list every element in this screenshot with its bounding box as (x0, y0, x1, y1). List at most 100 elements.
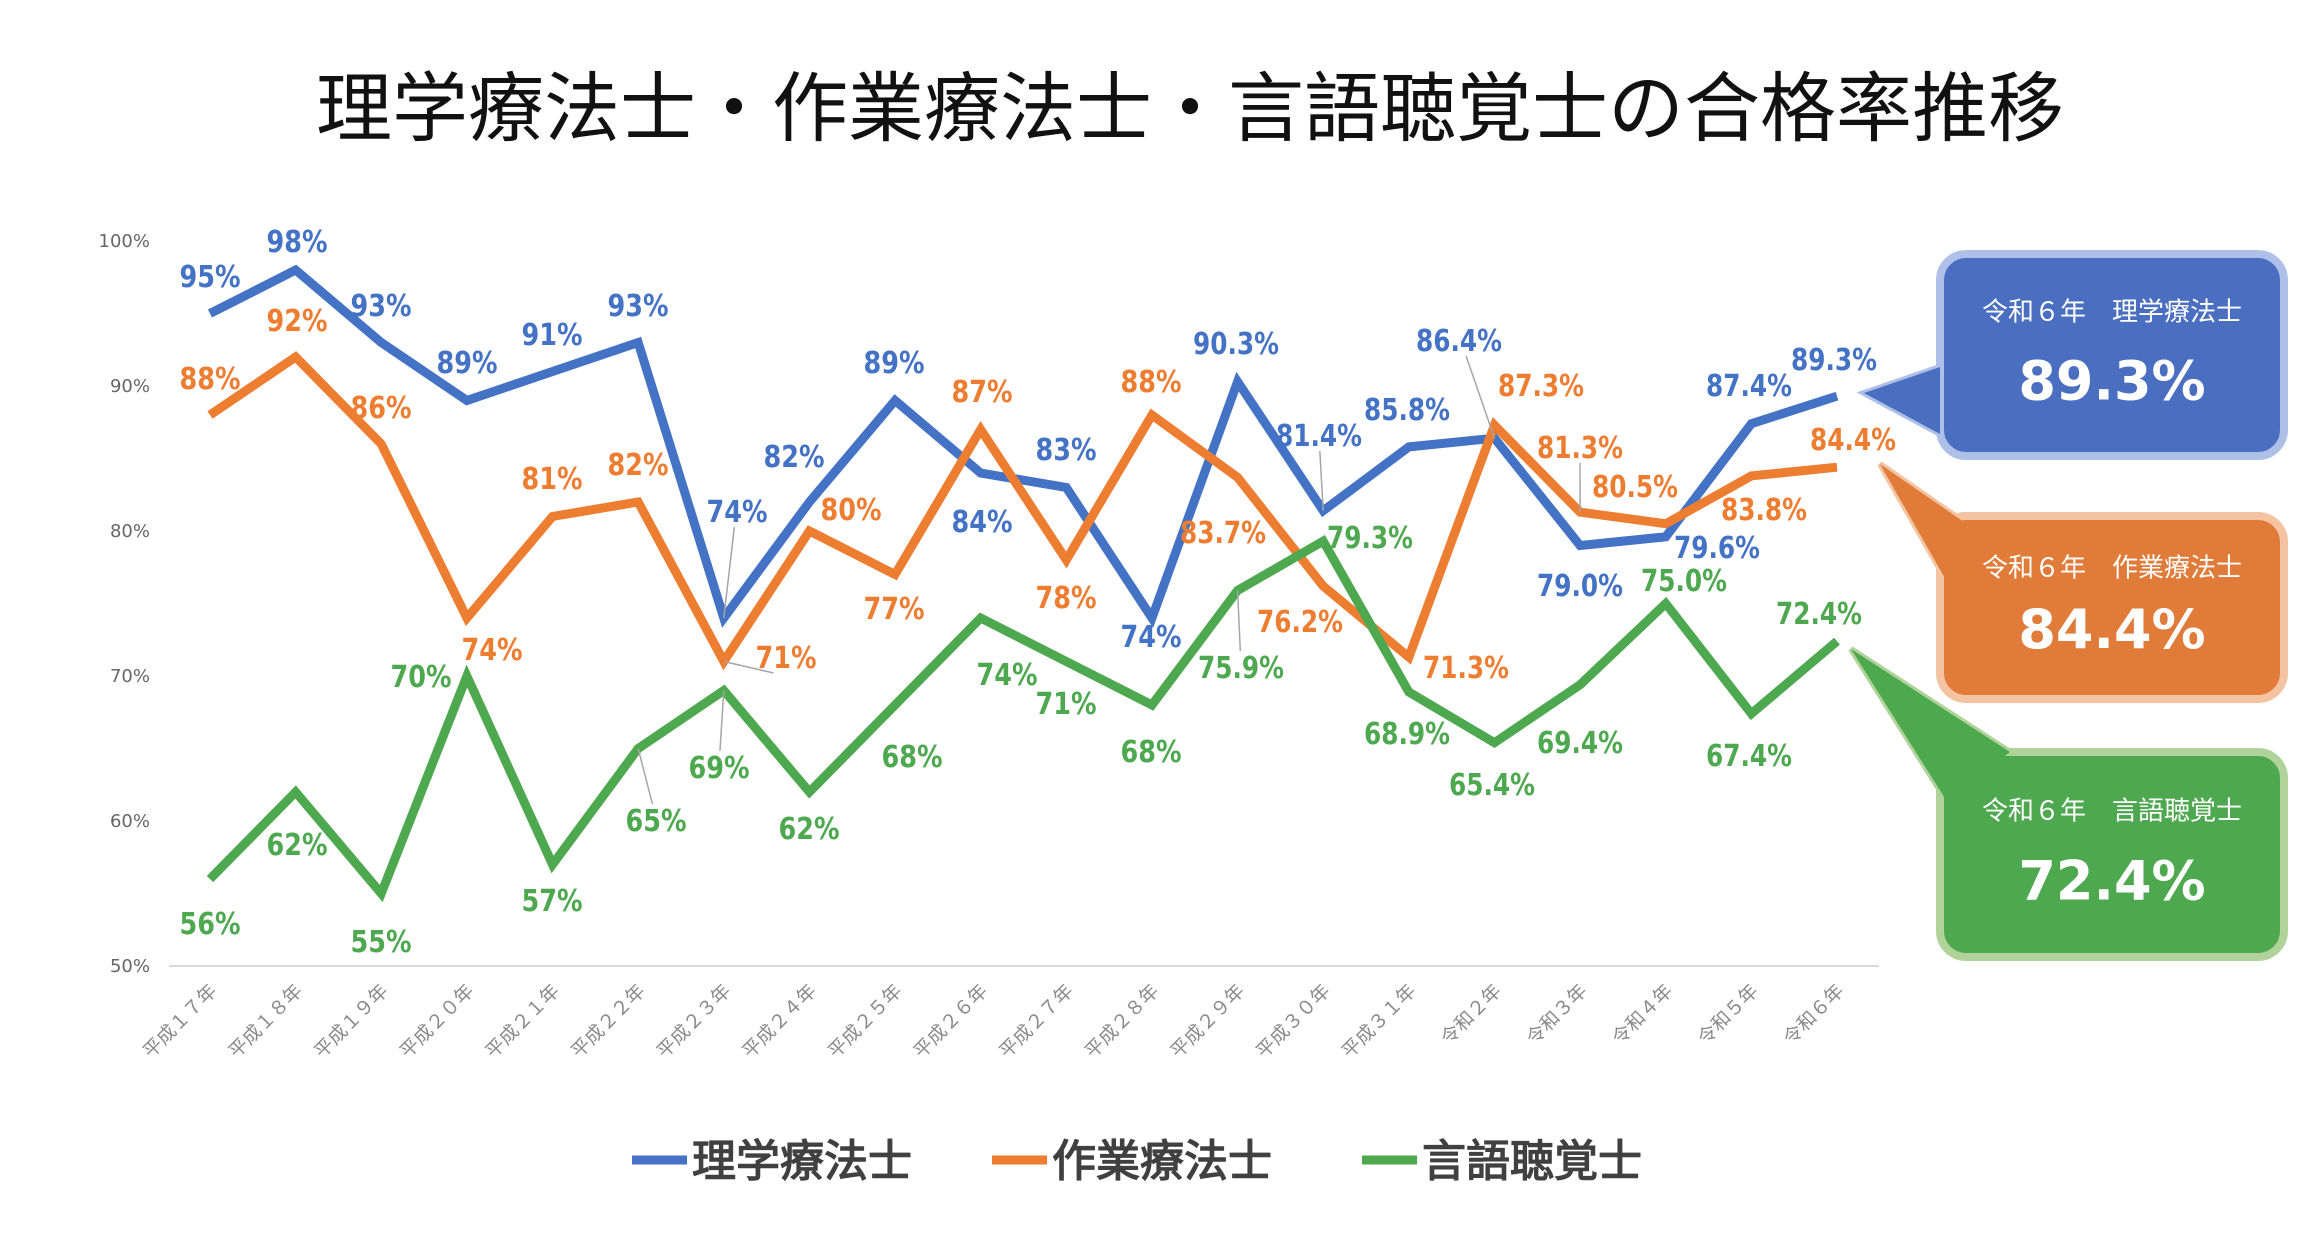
data-label: 89% (437, 346, 498, 381)
data-label: 68% (1121, 735, 1182, 770)
data-label: 79.6% (1674, 531, 1760, 566)
callout-1: 令和６年 作業療法士 84.4% (1877, 461, 2288, 703)
data-label: 89% (864, 346, 925, 381)
data-label: 84% (952, 505, 1013, 540)
data-label: 74% (707, 495, 768, 530)
leader-line (719, 690, 725, 752)
y-tick-label: 100% (99, 231, 150, 252)
callout-value: 84.4% (2018, 598, 2205, 661)
x-tick-label: 平成２８年 (1081, 980, 1164, 1063)
legend-label: 作業療法士 (1052, 1136, 1272, 1187)
data-label: 69.4% (1537, 726, 1623, 761)
x-tick-label: 平成１９年 (310, 980, 393, 1063)
data-label: 77% (864, 592, 925, 627)
x-tick-label: 令和５年 (1694, 980, 1763, 1049)
data-label: 82% (764, 440, 825, 475)
x-tick-label: 平成１８年 (224, 980, 307, 1063)
data-label: 55% (351, 925, 412, 960)
x-tick-label: 令和２年 (1437, 980, 1506, 1049)
legend-label: 理学療法士 (692, 1136, 912, 1187)
callout-heading: 令和６年 作業療法士 (1982, 553, 2242, 583)
x-tick-label: 平成２５年 (824, 980, 907, 1063)
callout-box (1936, 512, 2288, 703)
data-label: 80.5% (1592, 470, 1678, 505)
data-label: 83.7% (1180, 516, 1266, 551)
x-tick-label: 平成３０年 (1252, 980, 1335, 1063)
callout-0: 令和６年 理学療法士 89.3% (1856, 250, 2288, 460)
callout-heading: 令和６年 理学療法士 (1982, 298, 2242, 328)
data-labels: 95% 98% 93% 89% 91% 93% 74% 82% 89% 84% 83% 74% 90.3… (180, 225, 1897, 960)
data-label: 82% (608, 448, 669, 483)
chart-title: 理学療法士・作業療法士・言語聴覚士の合格率推移 (316, 64, 2064, 153)
data-label: 67.4% (1706, 739, 1792, 774)
x-tick-label: 平成２１年 (481, 980, 564, 1063)
data-label: 81.4% (1276, 419, 1362, 454)
leader-line (1465, 355, 1496, 439)
x-tick-label: 平成２４年 (738, 980, 821, 1063)
data-label: 90.3% (1193, 327, 1279, 362)
y-tick-label: 50% (110, 956, 150, 977)
callouts: 令和６年 理学療法士 89.3% 令和６年 作業療法士 84.4%令和６年 言語聴覚士… (1848, 250, 2288, 961)
leader-line (1236, 590, 1242, 652)
data-label: 86% (351, 391, 412, 426)
y-tick-label: 80% (110, 521, 150, 542)
leader-line (1319, 450, 1324, 511)
data-label: 65.4% (1449, 768, 1535, 803)
data-label: 68.9% (1364, 717, 1450, 752)
data-label: 65% (626, 804, 687, 839)
data-label: 81.3% (1537, 431, 1623, 466)
x-tick-label: 平成３１年 (1338, 980, 1421, 1063)
data-label: 85.8% (1364, 393, 1450, 428)
series-line-2 (206, 534, 1840, 903)
data-label: 57% (522, 884, 583, 919)
y-tick-label: 60% (110, 811, 150, 832)
data-label: 87% (952, 375, 1013, 410)
x-tick-label: 平成２７年 (995, 980, 1078, 1063)
data-label: 91% (522, 318, 583, 353)
leader-line (723, 526, 736, 619)
callout-pointer-fill (1851, 649, 2010, 800)
data-label: 69% (689, 751, 750, 786)
data-label: 80% (821, 493, 882, 528)
data-label: 74% (462, 633, 523, 668)
data-label: 75.0% (1641, 564, 1727, 599)
data-label: 71% (1036, 687, 1097, 722)
data-label: 95% (180, 260, 241, 295)
data-label: 93% (351, 289, 412, 324)
data-label: 78% (1036, 581, 1097, 616)
y-axis-ticks: 50% 60% 70% 80% 90% 100% (99, 231, 150, 977)
data-label: 87.4% (1706, 369, 1792, 404)
data-label: 70% (391, 660, 452, 695)
x-tick-label: 平成２２年 (567, 980, 650, 1063)
data-label: 89.3% (1791, 343, 1877, 378)
data-label: 74% (1121, 620, 1182, 655)
data-label: 84.4% (1810, 423, 1896, 458)
legend-label: 言語聴覚士 (1422, 1136, 1642, 1187)
callout-box (1936, 250, 2288, 460)
leader-line (723, 660, 774, 674)
data-label: 68% (882, 740, 943, 775)
data-label: 62% (779, 812, 840, 847)
callout-value: 89.3% (2018, 349, 2205, 412)
data-label: 76.2% (1257, 605, 1343, 640)
x-axis-ticks: 平成１７年 平成１８年 平成１９年 平成２０年 平成２１年 平成２２年 平成２３年 平成２４年… (139, 980, 1849, 1063)
data-label: 87.3% (1498, 369, 1584, 404)
data-label: 83.8% (1721, 493, 1807, 528)
x-tick-label: 令和３年 (1522, 980, 1591, 1049)
legend: 理学療法士 作業療法士 言語聴覚士 (632, 1136, 1642, 1187)
data-label: 75.9% (1198, 651, 1284, 686)
data-label: 56% (180, 907, 241, 942)
legend-item-2: 言語聴覚士 (1362, 1136, 1642, 1187)
legend-item-0: 理学療法士 (632, 1136, 912, 1187)
x-tick-label: 平成２６年 (909, 980, 992, 1063)
data-label: 93% (608, 289, 669, 324)
callout-pointer-fill (1880, 464, 1990, 580)
data-label: 71.3% (1423, 651, 1509, 686)
data-label: 98% (267, 225, 328, 260)
data-label: 71% (756, 641, 817, 676)
legend-item-1: 作業療法士 (992, 1136, 1272, 1187)
callout-2: 令和６年 言語聴覚士 72.4% (1848, 646, 2288, 961)
series-line-0 (207, 264, 1839, 628)
data-label: 81% (522, 462, 583, 497)
y-tick-label: 70% (110, 666, 150, 687)
